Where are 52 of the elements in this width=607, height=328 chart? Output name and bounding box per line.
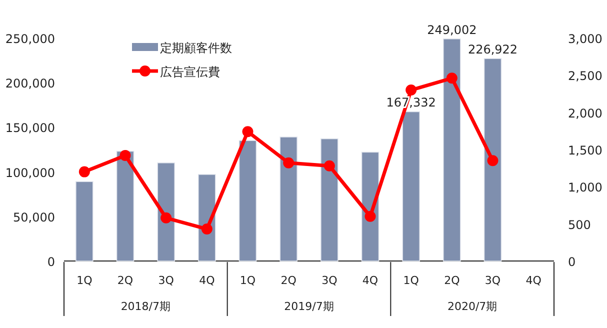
x-tick-label: 1Q	[403, 274, 420, 287]
bar	[76, 181, 94, 262]
bar	[402, 111, 420, 262]
text: 2019/7期	[284, 300, 334, 313]
point	[283, 157, 294, 168]
y-tick-label: 250,000	[5, 32, 55, 46]
x-tick-label: 3Q	[158, 274, 174, 287]
y2-tick-label: 1,000	[568, 180, 602, 195]
data-label: 226,922	[468, 42, 518, 57]
bar	[320, 138, 338, 262]
bar	[443, 38, 461, 262]
y2-tick-label: 2,500	[568, 69, 602, 84]
data-label: 249,002	[427, 22, 477, 37]
y2-tick-label: 3,000	[568, 32, 602, 46]
legend-label: 広告宣伝費	[160, 65, 220, 79]
point	[120, 150, 131, 161]
x-tick-label: 3Q	[484, 274, 501, 287]
x-tick-label: 2Q	[117, 274, 134, 287]
bar	[116, 150, 134, 262]
x-tick-label: 1Q	[76, 274, 93, 287]
point	[78, 166, 90, 178]
bar	[484, 58, 502, 262]
x-tick-label: 2Q	[280, 274, 297, 287]
x-tick-label: 3Q	[322, 274, 338, 287]
point	[201, 224, 212, 235]
bar	[238, 140, 257, 262]
x-tick-label: 4Q	[526, 274, 542, 287]
text: 2018/7期	[120, 300, 171, 313]
bar	[280, 136, 298, 262]
point	[324, 160, 335, 172]
x-tick-label: 1Q	[240, 274, 256, 287]
y-tick-label: 150,000	[5, 121, 55, 136]
y2-tick-label: 0	[568, 255, 576, 269]
x-tick-label: 4Q	[199, 274, 216, 287]
point	[406, 84, 417, 96]
y-tick-label: 0	[47, 255, 55, 269]
y-tick-label: 100,000	[5, 166, 55, 180]
y-tick-label: 200,000	[5, 76, 55, 91]
x-tick-label: 2Q	[444, 274, 460, 287]
y2-tick-label: 2,000	[568, 106, 602, 120]
y2-tick-label: 1,500	[568, 144, 602, 158]
x-tick-label: 4Q	[362, 274, 378, 287]
point	[487, 155, 498, 166]
point	[160, 212, 172, 224]
y-tick-label: 50,000	[13, 210, 55, 224]
text: 2020/7期	[447, 300, 498, 313]
point	[446, 72, 458, 84]
point	[364, 210, 376, 222]
legend-label: 定期顧客件数	[160, 41, 232, 55]
y2-tick-label: 500	[568, 218, 591, 232]
point	[242, 126, 254, 138]
bar	[157, 162, 175, 262]
